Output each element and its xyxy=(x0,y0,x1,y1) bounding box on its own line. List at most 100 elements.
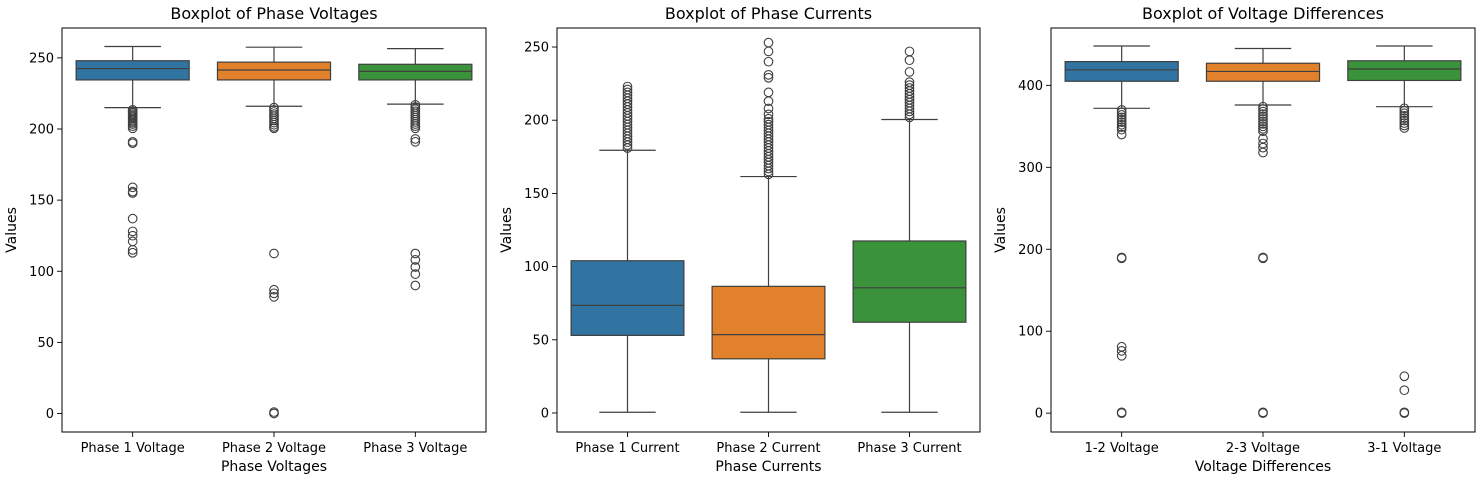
outlier-point xyxy=(1116,350,1127,361)
iqr-box xyxy=(1064,60,1179,82)
y-tick-label: 200 xyxy=(1018,243,1043,258)
outlier-point xyxy=(1116,129,1127,140)
outlier-point xyxy=(127,247,138,258)
box-3 xyxy=(358,48,473,291)
outlier-point xyxy=(763,116,774,127)
outlier-point xyxy=(1116,117,1127,128)
y-axis-label: Values xyxy=(993,207,1009,253)
x-tick-label: 1-2 Voltage xyxy=(1085,441,1159,456)
x-axis-label: Voltage Differences xyxy=(1195,459,1331,475)
y-axis-label: Values xyxy=(499,207,515,253)
outlier-point xyxy=(1258,142,1268,153)
outlier-point xyxy=(410,136,421,147)
outlier-point xyxy=(1399,103,1410,114)
x-tick-label: Phase 2 Current xyxy=(716,441,820,456)
outlier-point xyxy=(1116,408,1127,419)
outlier-point xyxy=(622,87,633,98)
iqr-box xyxy=(1205,62,1321,82)
y-tick-label: 150 xyxy=(524,187,549,202)
box-1 xyxy=(570,81,685,413)
outlier-point xyxy=(1116,107,1127,118)
outlier-point xyxy=(904,83,915,93)
plot-frame xyxy=(61,27,487,433)
outlier-point xyxy=(127,226,138,237)
outlier-point xyxy=(1258,101,1268,112)
outlier-point xyxy=(1258,106,1268,117)
x-tick-label: 2-3 Voltage xyxy=(1226,441,1300,456)
y-tick-label: 0 xyxy=(541,406,549,421)
outlier-point xyxy=(1258,104,1268,114)
outlier-point xyxy=(1258,111,1268,122)
outlier-point xyxy=(1258,121,1268,132)
outlier-point xyxy=(622,81,633,92)
chart-title: Boxplot of Phase Voltages xyxy=(170,4,377,23)
outlier-point xyxy=(269,288,279,299)
x-axis-label: Phase Currents xyxy=(715,459,821,475)
outlier-point xyxy=(410,123,421,134)
outlier-point xyxy=(1258,109,1268,119)
plot-frame xyxy=(1050,27,1476,433)
y-tick-label: 100 xyxy=(1018,325,1043,340)
iqr-box xyxy=(358,63,473,81)
box-3 xyxy=(1347,45,1462,419)
outlier-point xyxy=(904,77,915,88)
y-tick-label: 200 xyxy=(29,123,54,138)
outlier-point xyxy=(1399,123,1410,133)
outlier-point xyxy=(1116,119,1127,130)
boxplot-panel-1: Boxplot of Phase Voltages Phase Voltages V… xyxy=(4,4,487,475)
outlier-point xyxy=(763,87,774,98)
outlier-point xyxy=(410,269,421,279)
outlier-point xyxy=(904,55,915,66)
y-tick-label: 250 xyxy=(524,41,549,56)
outlier-point xyxy=(1258,408,1268,419)
y-tick-label: 150 xyxy=(29,194,54,209)
x-tick-label: 3-1 Voltage xyxy=(1367,441,1441,456)
y-tick-label: 400 xyxy=(1018,79,1043,94)
outlier-point xyxy=(269,248,279,259)
outlier-point xyxy=(410,280,421,291)
outlier-point xyxy=(1258,123,1268,134)
outlier-point xyxy=(763,72,774,83)
outlier-point xyxy=(763,69,774,80)
outlier-point xyxy=(763,113,774,124)
outlier-point xyxy=(763,37,774,48)
plot-frame xyxy=(556,27,981,433)
outlier-point xyxy=(1399,110,1410,121)
x-tick-label: Phase 3 Voltage xyxy=(363,441,467,456)
outlier-point xyxy=(763,109,774,120)
y-tick-label: 50 xyxy=(37,336,54,351)
outlier-point xyxy=(1116,112,1127,123)
iqr-box xyxy=(1347,60,1462,82)
outlier-point xyxy=(127,213,138,224)
x-tick-label: Phase 1 Current xyxy=(575,441,679,456)
chart-title: Boxplot of Phase Currents xyxy=(665,4,872,23)
y-tick-label: 100 xyxy=(29,265,54,280)
iqr-box xyxy=(216,61,332,81)
iqr-box xyxy=(852,240,967,323)
outlier-point xyxy=(763,119,774,130)
iqr-box xyxy=(570,260,685,336)
outlier-point xyxy=(904,80,915,90)
outlier-point xyxy=(269,292,279,302)
x-tick-label: Phase 2 Voltage xyxy=(222,441,326,456)
outlier-point xyxy=(269,123,279,134)
outlier-point xyxy=(1399,113,1410,123)
outlier-point xyxy=(127,230,138,241)
outlier-point xyxy=(1258,147,1268,158)
outlier-point xyxy=(1116,346,1127,356)
outlier-point xyxy=(127,236,138,247)
outlier-point xyxy=(1116,105,1127,115)
y-tick-label: 0 xyxy=(46,407,54,422)
outlier-point xyxy=(269,408,279,419)
boxplot-panel-3: Boxplot of Voltage Differences Voltage Di… xyxy=(993,4,1476,475)
outlier-point xyxy=(622,84,633,95)
y-tick-label: 50 xyxy=(532,333,549,348)
y-tick-label: 200 xyxy=(524,114,549,129)
y-tick-label: 300 xyxy=(1018,161,1043,176)
outlier-point xyxy=(1116,110,1127,120)
outlier-point xyxy=(410,248,421,259)
box-2 xyxy=(711,37,826,413)
box-1 xyxy=(1064,45,1179,419)
boxplot-panel-2: Boxplot of Phase Currents Phase Currents V… xyxy=(499,4,981,475)
